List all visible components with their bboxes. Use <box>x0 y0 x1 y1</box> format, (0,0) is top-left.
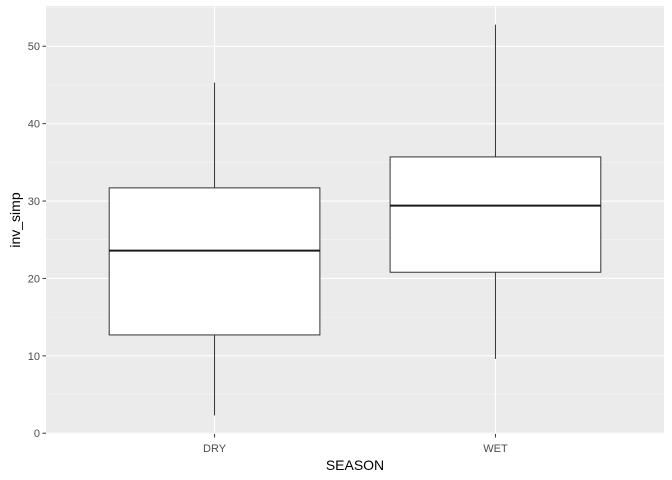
box-wet <box>389 24 602 359</box>
y-tick-label: 10 <box>28 351 40 363</box>
y-axis-title: inv_simp <box>7 192 23 247</box>
x-axis-title: SEASON <box>326 457 384 473</box>
boxes-layer <box>108 24 602 416</box>
y-tick-label: 30 <box>28 196 40 208</box>
x-tick-label: DRY <box>203 443 227 455</box>
y-axis: 0 10 20 30 40 50 <box>28 41 46 440</box>
y-tick-label: 50 <box>28 41 40 53</box>
box-iqr <box>389 156 602 273</box>
box-dry <box>108 82 321 416</box>
y-tick-label: 40 <box>28 119 40 131</box>
box-iqr <box>108 187 321 336</box>
x-tick-label: WET <box>483 443 508 455</box>
y-tick-label: 0 <box>34 428 40 440</box>
y-tick-label: 20 <box>28 273 40 285</box>
x-axis: DRY WET <box>203 434 508 455</box>
